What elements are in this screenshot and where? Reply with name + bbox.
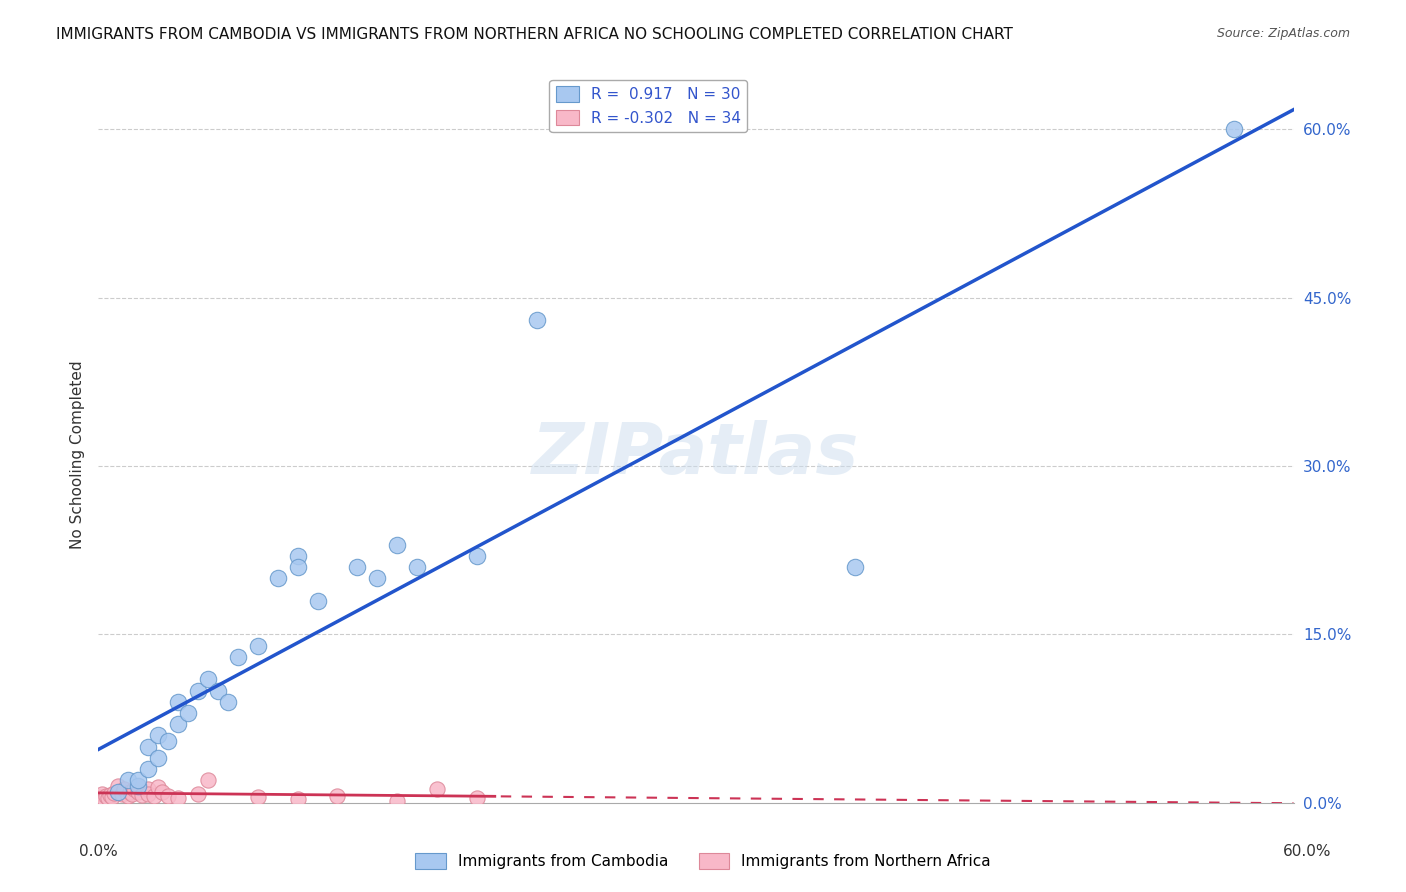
Point <box>148 780 170 794</box>
Point <box>465 791 488 805</box>
Point <box>246 790 269 805</box>
Point <box>167 717 190 731</box>
Point <box>148 751 170 765</box>
Point <box>107 784 129 798</box>
Legend: R =  0.917   N = 30, R = -0.302   N = 34: R = 0.917 N = 30, R = -0.302 N = 34 <box>550 80 747 132</box>
Text: 60.0%: 60.0% <box>1284 845 1331 859</box>
Point <box>207 683 229 698</box>
Point <box>111 787 134 801</box>
Text: Source: ZipAtlas.com: Source: ZipAtlas.com <box>1216 27 1350 40</box>
Point <box>127 779 149 793</box>
Point <box>127 784 149 798</box>
Point <box>287 549 309 563</box>
Point <box>217 695 239 709</box>
Point <box>366 571 388 585</box>
Point <box>226 649 249 664</box>
Text: ZIPatlas: ZIPatlas <box>533 420 859 490</box>
Point <box>136 762 159 776</box>
Point <box>246 639 269 653</box>
Point <box>465 549 488 563</box>
Point <box>143 789 166 803</box>
Point <box>187 683 209 698</box>
Point <box>187 787 209 801</box>
Point <box>127 773 149 788</box>
Point <box>98 788 122 802</box>
Point <box>127 779 149 793</box>
Point <box>150 784 173 798</box>
Point <box>89 790 111 805</box>
Point <box>103 786 125 800</box>
Point <box>385 793 409 807</box>
Point <box>177 706 200 720</box>
Point <box>91 787 114 801</box>
Point <box>107 784 129 798</box>
Point <box>131 788 153 802</box>
Point <box>267 571 290 585</box>
Point <box>97 791 120 805</box>
Point <box>346 560 368 574</box>
Point <box>157 789 180 803</box>
Point <box>157 734 180 748</box>
Point <box>406 560 429 574</box>
Point <box>1223 122 1246 136</box>
Point <box>167 695 190 709</box>
Point <box>148 729 170 743</box>
Point <box>117 773 139 788</box>
Text: IMMIGRANTS FROM CAMBODIA VS IMMIGRANTS FROM NORTHERN AFRICA NO SCHOOLING COMPLET: IMMIGRANTS FROM CAMBODIA VS IMMIGRANTS F… <box>56 27 1014 42</box>
Point <box>167 791 190 805</box>
Point <box>136 787 159 801</box>
Point <box>385 538 409 552</box>
Text: 0.0%: 0.0% <box>79 845 118 859</box>
Y-axis label: No Schooling Completed: No Schooling Completed <box>69 360 84 549</box>
Point <box>307 594 329 608</box>
Point <box>93 792 115 806</box>
Point <box>120 784 142 798</box>
Point <box>136 782 159 797</box>
Point <box>287 560 309 574</box>
Point <box>107 779 129 793</box>
Point <box>121 787 143 801</box>
Point <box>117 789 139 803</box>
Point <box>96 789 118 803</box>
Point <box>112 782 135 797</box>
Point <box>526 313 548 327</box>
Point <box>426 782 449 797</box>
Point <box>197 773 219 788</box>
Point <box>326 789 349 803</box>
Point <box>197 673 219 687</box>
Point <box>124 782 146 797</box>
Point <box>101 790 124 805</box>
Point <box>136 739 159 754</box>
Legend: Immigrants from Cambodia, Immigrants from Northern Africa: Immigrants from Cambodia, Immigrants fro… <box>409 847 997 875</box>
Point <box>287 792 309 806</box>
Point <box>844 560 866 574</box>
